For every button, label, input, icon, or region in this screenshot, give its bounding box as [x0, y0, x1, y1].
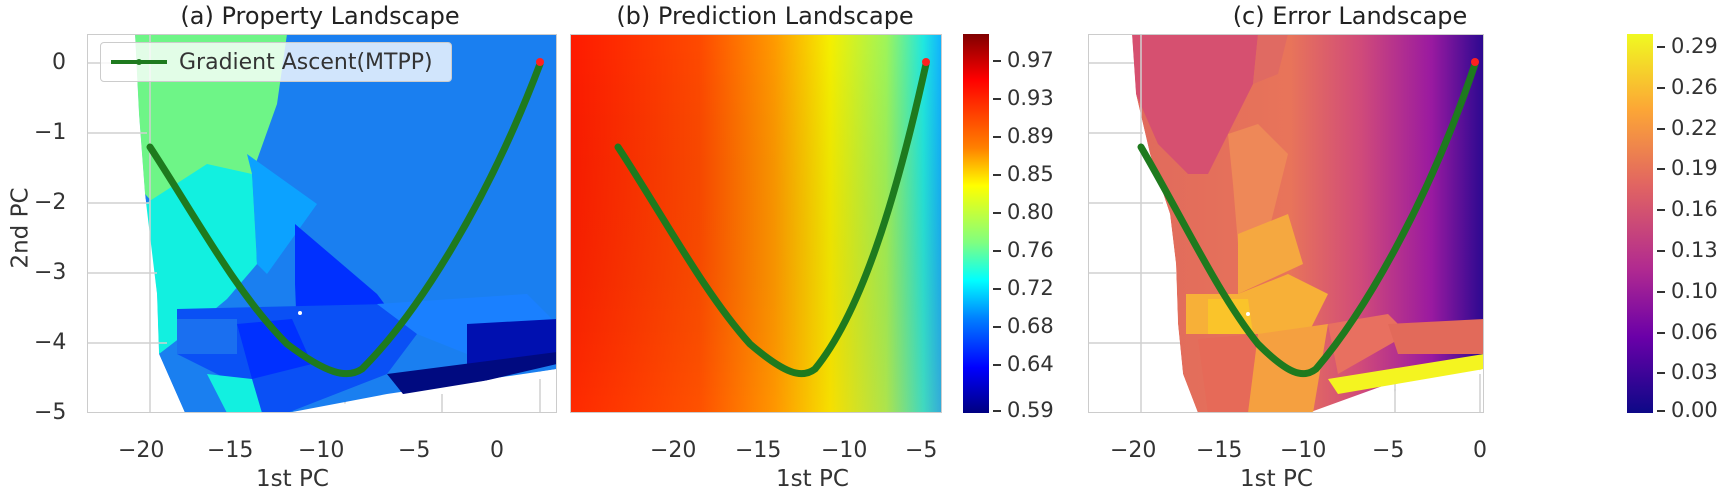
- xtick: −20: [650, 438, 697, 463]
- panel-c-plot: [1088, 34, 1484, 413]
- colorbar-tick: 0.85: [993, 162, 1054, 186]
- colorbar-tick: 0.89: [993, 124, 1054, 148]
- colorbar-tick: 0.26: [1657, 75, 1718, 99]
- panel-a-title: (a) Property Landscape: [180, 2, 460, 30]
- colorbar-tick: 0.80: [993, 200, 1054, 224]
- xtick: −15: [735, 438, 782, 463]
- ytick: −4: [34, 330, 67, 355]
- y-axis-label: 2nd PC: [7, 187, 34, 269]
- legend: Gradient Ascent(MTPP): [100, 42, 452, 82]
- colorbar-tick: 0.10: [1657, 279, 1718, 303]
- colorbar-tick: 0.13: [1657, 238, 1718, 262]
- xtick: −5: [905, 438, 938, 463]
- xtick: −15: [1196, 438, 1243, 463]
- x-axis-label: 1st PC: [256, 466, 329, 492]
- panel-a-plot: [87, 34, 557, 413]
- xtick: −5: [398, 438, 431, 463]
- ytick: −1: [34, 120, 67, 145]
- colorbar-tick: 0.68: [993, 314, 1054, 338]
- colorbar-tick: 0.16: [1657, 197, 1718, 221]
- colorbar-tick: 0.76: [993, 238, 1054, 262]
- colorbar-tick: 0.03: [1657, 360, 1718, 384]
- xtick: −10: [298, 438, 345, 463]
- xtick: −5: [1372, 438, 1405, 463]
- legend-label: Gradient Ascent(MTPP): [179, 49, 433, 75]
- x-axis-label: 1st PC: [776, 466, 849, 492]
- colorbar-tick: 0.06: [1657, 320, 1718, 344]
- colorbar-tick: 0.64: [993, 352, 1054, 376]
- colorbar-tick: 0.72: [993, 276, 1054, 300]
- panel-b-plot: [570, 34, 942, 413]
- ytick: −3: [34, 260, 67, 285]
- xtick: 0: [1473, 438, 1487, 463]
- xtick: −15: [207, 438, 254, 463]
- colorbar-tick: 0.59: [993, 398, 1054, 422]
- panel-b-title: (b) Prediction Landscape: [616, 2, 914, 30]
- x-axis-label: 1st PC: [1240, 466, 1313, 492]
- ytick: −2: [34, 190, 67, 215]
- colorbar-tick: 0.93: [993, 86, 1054, 110]
- ytick: −5: [34, 400, 67, 425]
- xtick: −10: [821, 438, 868, 463]
- xtick: −10: [1280, 438, 1327, 463]
- xtick: −20: [118, 438, 165, 463]
- colorbar-error: [1627, 34, 1653, 413]
- legend-line-icon: [111, 59, 167, 65]
- xtick: 0: [490, 438, 504, 463]
- colorbar-prediction: [963, 34, 989, 413]
- colorbar-tick: 0.22: [1657, 116, 1718, 140]
- colorbar-tick: 0.19: [1657, 156, 1718, 180]
- colorbar-tick: 0.29: [1657, 34, 1718, 58]
- ytick: 0: [52, 50, 66, 75]
- colorbar-tick: 0.97: [993, 48, 1054, 72]
- panel-c-title: (c) Error Landscape: [1232, 2, 1468, 30]
- colorbar-tick: 0.00: [1657, 398, 1718, 422]
- xtick: −20: [1110, 438, 1157, 463]
